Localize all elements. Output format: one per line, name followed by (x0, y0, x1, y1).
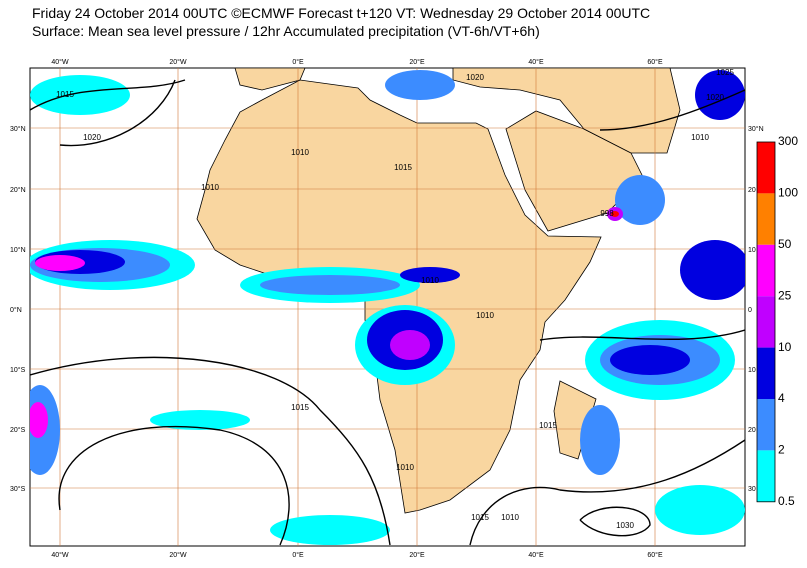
isobar-label: 1030 (616, 521, 634, 530)
isobar-label: 1015 (471, 513, 489, 522)
lat-label: 30 (748, 486, 756, 493)
lon-label: 60°E (647, 551, 663, 559)
isobar-label: 1025 (716, 68, 734, 77)
precip-magenta (35, 255, 85, 271)
lon-label: 20°W (169, 551, 187, 559)
subtitle: Surface: Mean sea level pressure / 12hr … (32, 23, 540, 39)
precip-cyan (655, 485, 745, 535)
lon-label: 20°E (409, 551, 425, 559)
isobar-labels: 1015 1020 1010 1015 1010 1010 1010 1015 1010 1015… (56, 68, 734, 530)
lat-label: 10 (748, 367, 756, 374)
isobar (58, 425, 290, 546)
lon-label: 40°E (528, 58, 544, 66)
isobar (30, 356, 391, 546)
lon-label: 40°W (51, 551, 69, 559)
isobar (579, 506, 651, 537)
colorbar: 300 100 50 25 10 4 2 0.5 (756, 134, 798, 508)
map-body: 1015 1020 1010 1015 1010 1010 1010 1015 1010 1015… (30, 68, 745, 546)
lat-label: 30°N (10, 125, 26, 133)
middle-east (452, 68, 681, 154)
isobar-label: 1015 (539, 421, 557, 430)
axis-labels: 40°W 40°W 20°W 20°W 0°E 0°E 20°E 20°E 40°E 40°E 60… (10, 58, 764, 559)
precip-darkblue (695, 70, 745, 120)
lat-label: 10°N (10, 246, 26, 254)
precip-purple (390, 330, 430, 360)
lat-label: 20°N (10, 186, 26, 194)
isobar-label: 1010 (396, 463, 414, 472)
isobar-label: 1020 (706, 93, 724, 102)
colorbar-label: 25 (778, 288, 792, 302)
lon-label: 0°E (292, 551, 304, 559)
precip-blue (615, 175, 665, 225)
isobar-label: 1015 (291, 403, 309, 412)
lon-label: 40°E (528, 551, 544, 559)
precip-magenta (30, 402, 48, 438)
isobar-label: 1015 (56, 90, 74, 99)
lon-label: 20°W (169, 58, 187, 66)
lat-label: 20 (748, 187, 756, 194)
isobar-label: 1015 (394, 163, 412, 172)
colorbar-segment (757, 296, 775, 348)
isobar-label: 1010 (291, 148, 309, 157)
isobar-label: 1010 (421, 276, 439, 285)
colorbar-label: 4 (778, 391, 785, 405)
colorbar-label: 300 (778, 134, 798, 148)
lon-label: 40°W (51, 58, 69, 66)
lat-label: 0°N (10, 306, 22, 314)
precip-blue (580, 405, 620, 475)
precip-cyan (270, 515, 390, 545)
colorbar-label: 50 (778, 237, 792, 251)
lon-label: 20°E (409, 58, 425, 66)
isobar-label: 1010 (201, 183, 219, 192)
colorbar-segment (757, 142, 775, 194)
isobar-label: 1010 (476, 311, 494, 320)
colorbar-segment (757, 450, 775, 502)
lat-label: 30°N (748, 125, 764, 133)
isobar-label: 1010 (501, 513, 519, 522)
lat-label: 10 (748, 247, 756, 254)
colorbar-segment (757, 244, 775, 297)
lat-label: 30°S (10, 485, 26, 493)
colorbar-frame (756, 141, 776, 503)
lat-label: 20°S (10, 426, 26, 434)
colorbar-label: 10 (778, 340, 792, 354)
precip-darkblue (400, 267, 460, 283)
precip-blue (260, 275, 400, 295)
colorbar-segment (757, 193, 775, 245)
lon-label: 0°E (292, 58, 304, 66)
isobar (469, 439, 745, 546)
precip-cyan (30, 75, 130, 115)
precip-blue (385, 70, 455, 100)
precip-cyan (150, 410, 250, 430)
iberia (234, 68, 306, 91)
isobar-label: 1020 (466, 73, 484, 82)
precip-red (611, 211, 619, 217)
precip-darkblue (610, 345, 690, 375)
lon-label: 60°E (647, 58, 663, 66)
madagascar (553, 380, 597, 460)
colorbar-label: 2 (778, 443, 785, 457)
isobar-label: 998 (600, 209, 614, 218)
isobars (30, 79, 745, 546)
lat-label: 20 (748, 427, 756, 434)
colorbar-label: 0.5 (778, 494, 795, 508)
lat-label: 0 (748, 307, 752, 314)
precipitation (30, 70, 745, 545)
colorbar-segment (757, 347, 775, 399)
isobar (539, 329, 745, 341)
isobar-label: 1010 (691, 133, 709, 142)
isobar (30, 79, 186, 111)
precip-darkblue (680, 240, 745, 300)
colorbar-label: 100 (778, 186, 798, 200)
lat-label: 10°S (10, 366, 26, 374)
isobar-label: 1020 (83, 133, 101, 142)
isobar (59, 79, 176, 147)
colorbar-segment (757, 399, 775, 451)
isobar (599, 89, 745, 131)
title: Friday 24 October 2014 00UTC ©ECMWF Fore… (32, 5, 651, 21)
